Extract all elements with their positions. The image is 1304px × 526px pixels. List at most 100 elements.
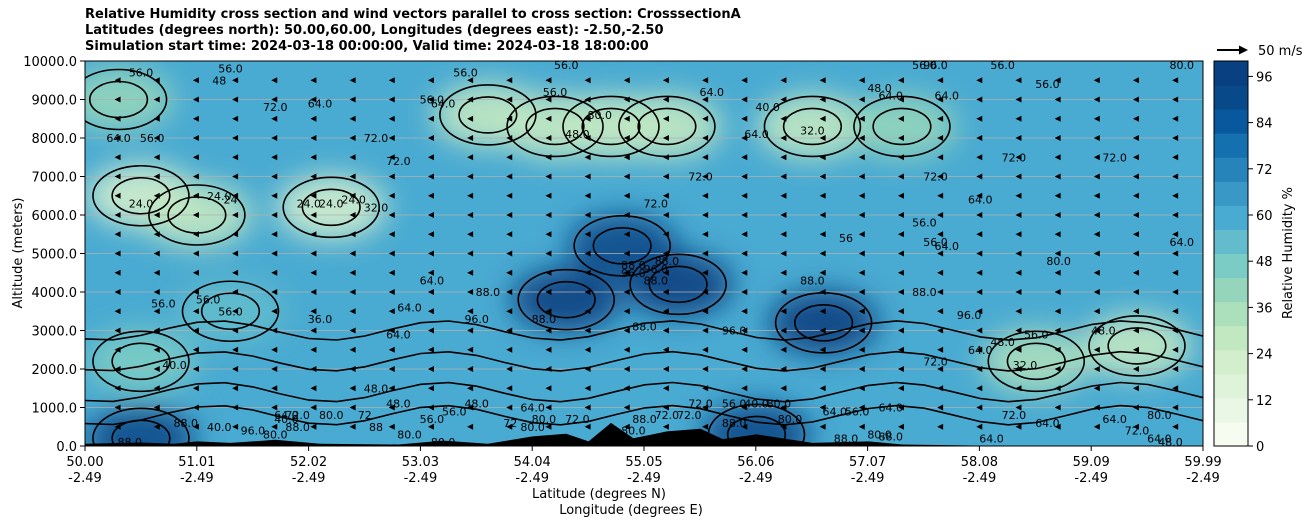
wind-vector <box>310 385 317 392</box>
wind-vector <box>232 96 239 103</box>
wind-vector <box>1093 135 1100 141</box>
contour-label: 48.0 <box>364 382 389 395</box>
wind-vector <box>897 192 904 199</box>
wind-vector <box>310 423 317 430</box>
wind-vector <box>427 404 434 411</box>
contour-label: 80.0 <box>588 109 613 122</box>
contour-label: 64.0 <box>699 86 724 99</box>
wind-vector <box>349 77 356 84</box>
wind-vector <box>114 404 121 411</box>
wind-vector <box>388 173 395 180</box>
wind-vector <box>232 192 239 199</box>
x-tick-label-lat: 50.00 <box>66 455 103 470</box>
contour-label: 72.0 <box>386 155 411 168</box>
contour-label: 64.0 <box>1102 413 1127 426</box>
wind-vector <box>1093 192 1100 199</box>
wind-vector <box>662 96 669 103</box>
wind-vector <box>545 366 552 372</box>
wind-vector <box>1132 423 1139 430</box>
contour-line <box>763 95 862 158</box>
wind-vector <box>702 385 709 392</box>
wind-vector <box>1054 192 1061 199</box>
contour-label: 88.0 <box>632 413 657 426</box>
wind-vector <box>271 308 278 315</box>
wind-vector <box>153 346 160 353</box>
wind-vector <box>702 115 709 122</box>
colorbar-tick-label: 24 <box>1256 348 1273 363</box>
wind-vector <box>232 135 239 141</box>
wind-vector <box>741 250 748 257</box>
wind-vector <box>310 173 317 180</box>
wind-vector <box>1015 346 1022 353</box>
wind-vector <box>858 231 865 238</box>
contour-label: 96.0 <box>644 263 669 276</box>
wind-vector <box>232 154 239 161</box>
wind-vector <box>506 135 513 141</box>
wind-vector <box>780 366 787 372</box>
wind-vector <box>310 327 317 334</box>
wind-vector <box>1015 173 1022 180</box>
wind-vector <box>1015 289 1022 295</box>
wind-vector <box>545 327 552 334</box>
contour-line <box>111 176 171 215</box>
wind-vector <box>1132 404 1139 411</box>
wind-vector <box>153 366 160 372</box>
colorbar-band <box>1214 205 1248 230</box>
contour-line <box>92 164 190 227</box>
contour-label: 72 <box>358 409 372 422</box>
rh-feature <box>701 402 812 446</box>
wind-vector <box>741 115 748 122</box>
wind-vector <box>427 135 434 141</box>
contour-label: 80.0 <box>263 428 288 441</box>
wind-vector <box>1015 327 1022 334</box>
contour-label: 56.0 <box>1024 328 1049 341</box>
wind-vector <box>192 289 199 295</box>
colorbar-tick-label: 72 <box>1256 163 1273 178</box>
wind-vector <box>623 308 630 315</box>
wind-vector <box>271 77 278 84</box>
wind-vector <box>662 308 669 315</box>
wind-vector <box>349 96 356 103</box>
contour-label: 56.0 <box>218 63 243 76</box>
wind-vector <box>1093 173 1100 180</box>
colorbar-band <box>1214 61 1248 86</box>
wind-vector <box>1132 212 1139 218</box>
contour-line <box>282 176 381 239</box>
wind-vector <box>897 385 904 392</box>
wind-vector <box>662 115 669 122</box>
contour-label: 64.0 <box>979 432 1004 445</box>
wind-vector <box>114 269 121 276</box>
contour-label: 24 <box>223 194 237 207</box>
x-tick-label-lat: 58.08 <box>961 455 998 470</box>
wind-vector <box>858 269 865 276</box>
x-tick-label-lon: -2.49 <box>627 471 661 486</box>
wind-vector <box>427 289 434 295</box>
y-axis-ticks: 0.0 1000.0 2000.0 3000.0 4000.0 5000.0 6000.0 7… <box>23 55 85 455</box>
wind-vector <box>623 423 630 430</box>
wind-vector <box>741 269 748 276</box>
wind-vector <box>897 135 904 141</box>
wind-vector <box>349 366 356 372</box>
wind-vector <box>1172 154 1179 161</box>
y-tick-label: 4000.0 <box>32 286 78 301</box>
contour-label: 36.0 <box>308 313 333 326</box>
contour-label: 56.0 <box>453 67 478 80</box>
wind-vector <box>662 192 669 199</box>
x-tick-label-lon: -2.49 <box>515 471 549 486</box>
contour-label: 32.0 <box>364 201 389 214</box>
wind-vector <box>192 192 199 199</box>
wind-vector <box>702 135 709 141</box>
contour-label: 88.0 <box>655 255 680 268</box>
wind-vector <box>427 154 434 161</box>
wind-vector <box>1093 346 1100 353</box>
wind-vector <box>427 77 434 84</box>
wind-vector <box>388 96 395 103</box>
wind-vector <box>506 96 513 103</box>
wind-vector <box>584 250 591 257</box>
wind-vector <box>114 423 121 430</box>
wind-vector <box>467 250 474 257</box>
wind-vector <box>623 327 630 334</box>
wind-vector <box>1054 250 1061 257</box>
wind-vector <box>780 289 787 295</box>
colorbar <box>1214 61 1248 447</box>
